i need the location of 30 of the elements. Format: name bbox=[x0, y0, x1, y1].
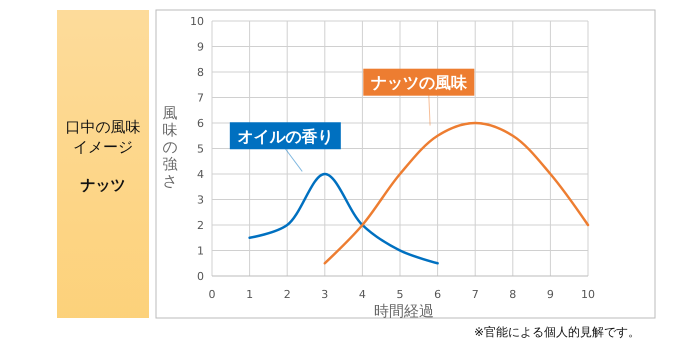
y-tick-label: 8 bbox=[197, 66, 204, 79]
x-axis-title: 時間経過 bbox=[374, 302, 434, 320]
y-tick-label: 1 bbox=[197, 244, 204, 258]
x-tick-label: 9 bbox=[546, 288, 554, 301]
x-tick-label: 10 bbox=[581, 288, 595, 301]
x-tick-label: 8 bbox=[509, 288, 516, 301]
text: ※官能による個人的見解です。 bbox=[474, 325, 640, 339]
y-tick-label: 7 bbox=[197, 92, 204, 104]
y-tick-label: 2 bbox=[197, 219, 204, 232]
y-tick-label: 4 bbox=[197, 168, 204, 181]
series-label: オイルの香り bbox=[237, 126, 334, 146]
text: 口中の風味イメージ bbox=[66, 118, 140, 156]
x-tick-label: 1 bbox=[246, 288, 254, 301]
x-tick-label: 4 bbox=[358, 288, 366, 301]
x-tick-label: 2 bbox=[284, 288, 291, 301]
y-axis-title: 風味の強さ bbox=[162, 104, 178, 190]
y-tick-label: 5 bbox=[197, 142, 204, 156]
line-series bbox=[248, 172, 439, 264]
y-tick-label: 3 bbox=[197, 194, 204, 206]
x-tick-label: 6 bbox=[434, 288, 442, 301]
x-tick-label: 5 bbox=[396, 288, 404, 301]
y-tick-label: 10 bbox=[190, 15, 204, 28]
y-tick-label: 0 bbox=[197, 270, 204, 283]
x-tick-label: 3 bbox=[321, 288, 328, 301]
y-tick-label: 9 bbox=[197, 40, 204, 54]
x-tick-label: 7 bbox=[472, 288, 479, 301]
x-tick-label: 0 bbox=[208, 288, 216, 301]
series-label: ナッツの風味 bbox=[370, 73, 468, 92]
text: ナッツ bbox=[80, 176, 126, 194]
y-tick-label: 6 bbox=[197, 117, 204, 130]
